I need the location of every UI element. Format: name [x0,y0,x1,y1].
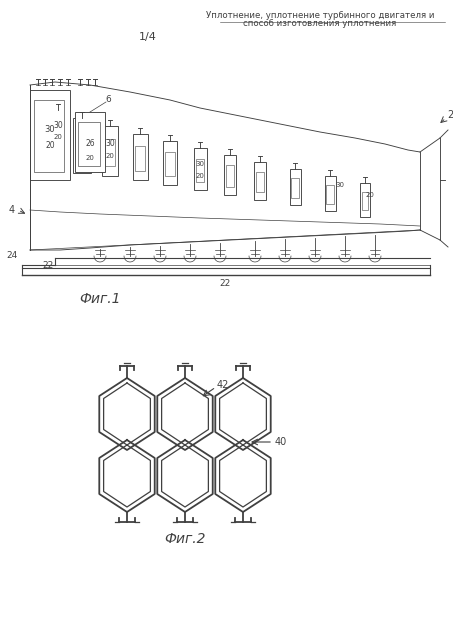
Bar [102,126,118,176]
Bar [193,148,207,190]
Text: 30: 30 [53,120,63,129]
Text: Фиг.1: Фиг.1 [79,292,121,306]
Bar [360,183,370,217]
Text: 20: 20 [196,173,204,179]
Text: 20: 20 [106,153,115,159]
Bar [254,162,266,200]
Text: Фиг.2: Фиг.2 [164,532,206,546]
Text: 2: 2 [447,110,453,120]
Text: 1/4: 1/4 [139,32,157,42]
Bar [78,122,100,166]
Text: 22: 22 [43,261,53,270]
Text: 20: 20 [86,155,94,161]
Text: 20: 20 [366,192,375,198]
Text: 30: 30 [196,161,204,167]
Text: 24: 24 [7,250,18,259]
Bar [289,169,300,205]
Bar [291,178,299,198]
Bar [327,185,333,204]
Bar [324,176,336,211]
Bar [73,118,91,173]
Bar [51,125,65,158]
Text: 30: 30 [336,182,344,188]
Text: 4: 4 [9,205,15,215]
Bar [362,191,368,210]
Text: 30: 30 [105,140,115,148]
Text: 26: 26 [85,140,95,148]
Bar [47,110,69,170]
Text: 20: 20 [53,134,63,140]
Text: 42: 42 [217,380,229,390]
Text: Уплотнение, уплотнение турбинного двигателя и: Уплотнение, уплотнение турбинного двигат… [206,11,434,20]
Bar [165,152,174,176]
Text: 6: 6 [105,95,111,104]
Bar [196,159,204,182]
Bar [76,132,88,162]
Text: 20: 20 [45,141,55,150]
Text: 40: 40 [275,437,287,447]
Bar [226,165,234,187]
Bar [105,138,115,166]
Bar [256,172,264,193]
Bar [75,112,105,172]
Bar [30,90,70,180]
Bar [132,134,148,180]
Bar [224,155,236,195]
Bar [34,100,64,172]
Text: 22: 22 [219,279,231,288]
Bar [135,145,145,171]
Text: 30: 30 [45,125,55,134]
Bar [163,141,177,185]
Text: способ изготовления уплотнения: способ изготовления уплотнения [243,19,397,28]
